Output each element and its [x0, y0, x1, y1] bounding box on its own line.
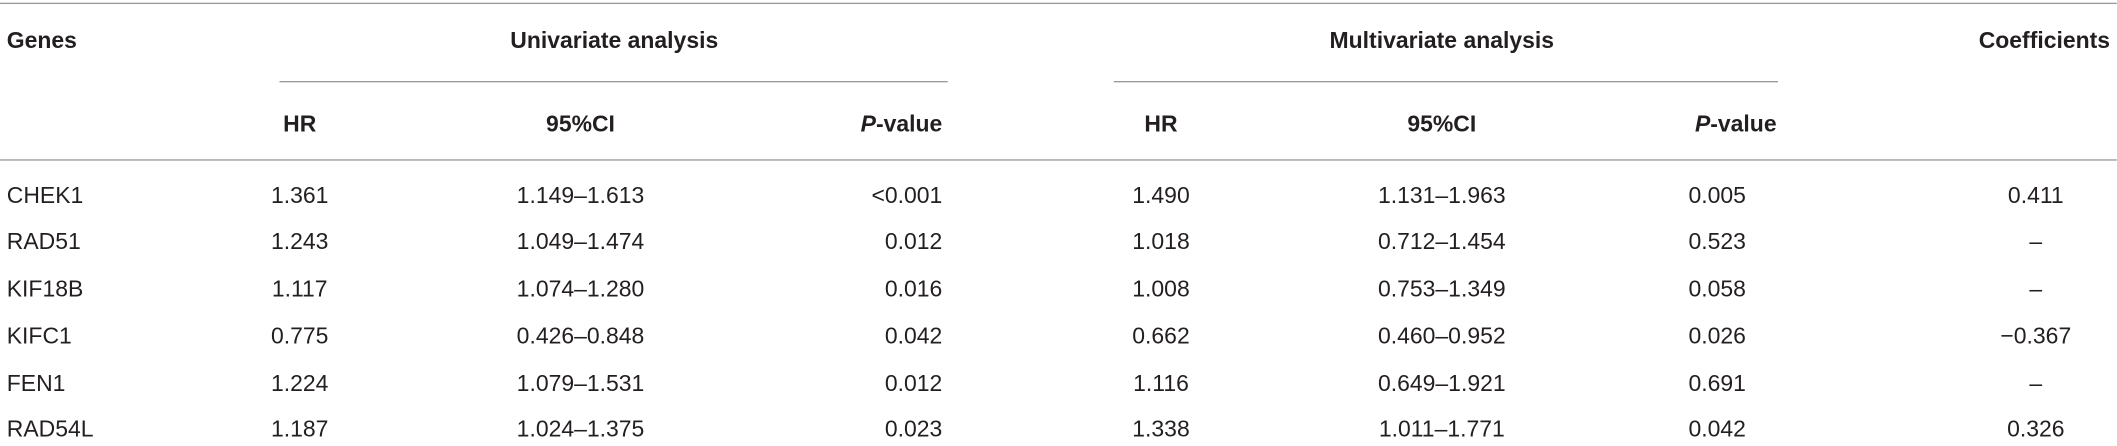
- group-rule: [1113, 81, 1778, 83]
- table-cell: 1.490: [1132, 182, 1190, 209]
- gene-name: RAD51: [6, 228, 81, 255]
- header-column: P-value: [860, 111, 943, 138]
- table-cell: 0.026: [1688, 323, 1746, 349]
- table-cell: 1.361: [270, 182, 329, 209]
- table-cell: 1.024–1.375: [516, 416, 645, 443]
- header-column: 95%CI: [1407, 111, 1477, 138]
- header-group: Univariate analysis: [510, 27, 719, 54]
- table-cell: 0.042: [1688, 416, 1746, 443]
- table-cell: 1.224: [270, 370, 329, 397]
- table-cell: 1.049–1.474: [516, 228, 645, 255]
- table-cell: 0.326: [2007, 416, 2065, 443]
- table-cell: 0.058: [1688, 276, 1746, 302]
- table-cell: 1.131–1.963: [1377, 182, 1506, 209]
- header-group: Multivariate analysis: [1329, 27, 1555, 54]
- table-cell: 1.018: [1132, 228, 1190, 255]
- table-cell: 1.117: [271, 276, 328, 302]
- table-cell: <0.001: [871, 182, 943, 209]
- table-cell: 0.426–0.848: [516, 323, 645, 349]
- header-coefficients: Coefficients: [1978, 27, 2111, 54]
- table-cell: 0.753–1.349: [1377, 276, 1506, 302]
- gene-name: CHEK1: [6, 182, 84, 209]
- table-cell: –: [2029, 276, 2043, 302]
- table-cell: 0.460–0.952: [1377, 323, 1506, 349]
- table-cell: 0.712–1.454: [1377, 228, 1506, 255]
- table-cell: 1.011–1.771: [1378, 416, 1505, 443]
- header-column: HR: [1144, 111, 1178, 138]
- table-cell: 1.338: [1132, 416, 1190, 443]
- gene-name: KIF18B: [6, 276, 84, 302]
- table-cell: 0.012: [884, 370, 943, 397]
- table-cell: 0.042: [884, 323, 943, 349]
- gene-name: KIFC1: [6, 323, 72, 349]
- table-cell: 1.116: [1133, 370, 1189, 397]
- header-rule: [0, 159, 2117, 161]
- header-column: HR: [283, 111, 317, 138]
- table-cell: 0.012: [884, 228, 943, 255]
- header-column: P-value: [1694, 111, 1777, 138]
- table-cell: 0.691: [1688, 370, 1746, 397]
- table-cell: 0.016: [884, 276, 943, 302]
- header-genes: Genes: [6, 27, 77, 54]
- table-cell: 0.023: [884, 416, 943, 443]
- table-cell: 0.411: [2007, 182, 2064, 209]
- table-cell: −0.367: [2000, 323, 2072, 349]
- table-cell: 0.649–1.921: [1377, 370, 1506, 397]
- table-cell: 1.243: [270, 228, 329, 255]
- table-cell: 1.187: [270, 416, 329, 443]
- table-cell: 1.074–1.280: [516, 276, 645, 302]
- gene-name: RAD54L: [6, 416, 94, 443]
- table-cell: 1.149–1.613: [516, 182, 645, 209]
- table-cell: 0.662: [1132, 323, 1190, 349]
- table-cell: 0.523: [1688, 228, 1746, 255]
- table-cell: 0.005: [1688, 182, 1746, 209]
- top-rule: [0, 2, 2117, 5]
- table-cell: –: [2029, 370, 2043, 397]
- table-cell: 1.008: [1132, 276, 1190, 302]
- header-column: 95%CI: [546, 111, 615, 138]
- group-rule: [279, 81, 948, 83]
- table-cell: 1.079–1.531: [516, 370, 645, 397]
- gene-name: FEN1: [6, 370, 66, 397]
- table-cell: –: [2029, 228, 2043, 255]
- table-cell: 0.775: [270, 323, 329, 349]
